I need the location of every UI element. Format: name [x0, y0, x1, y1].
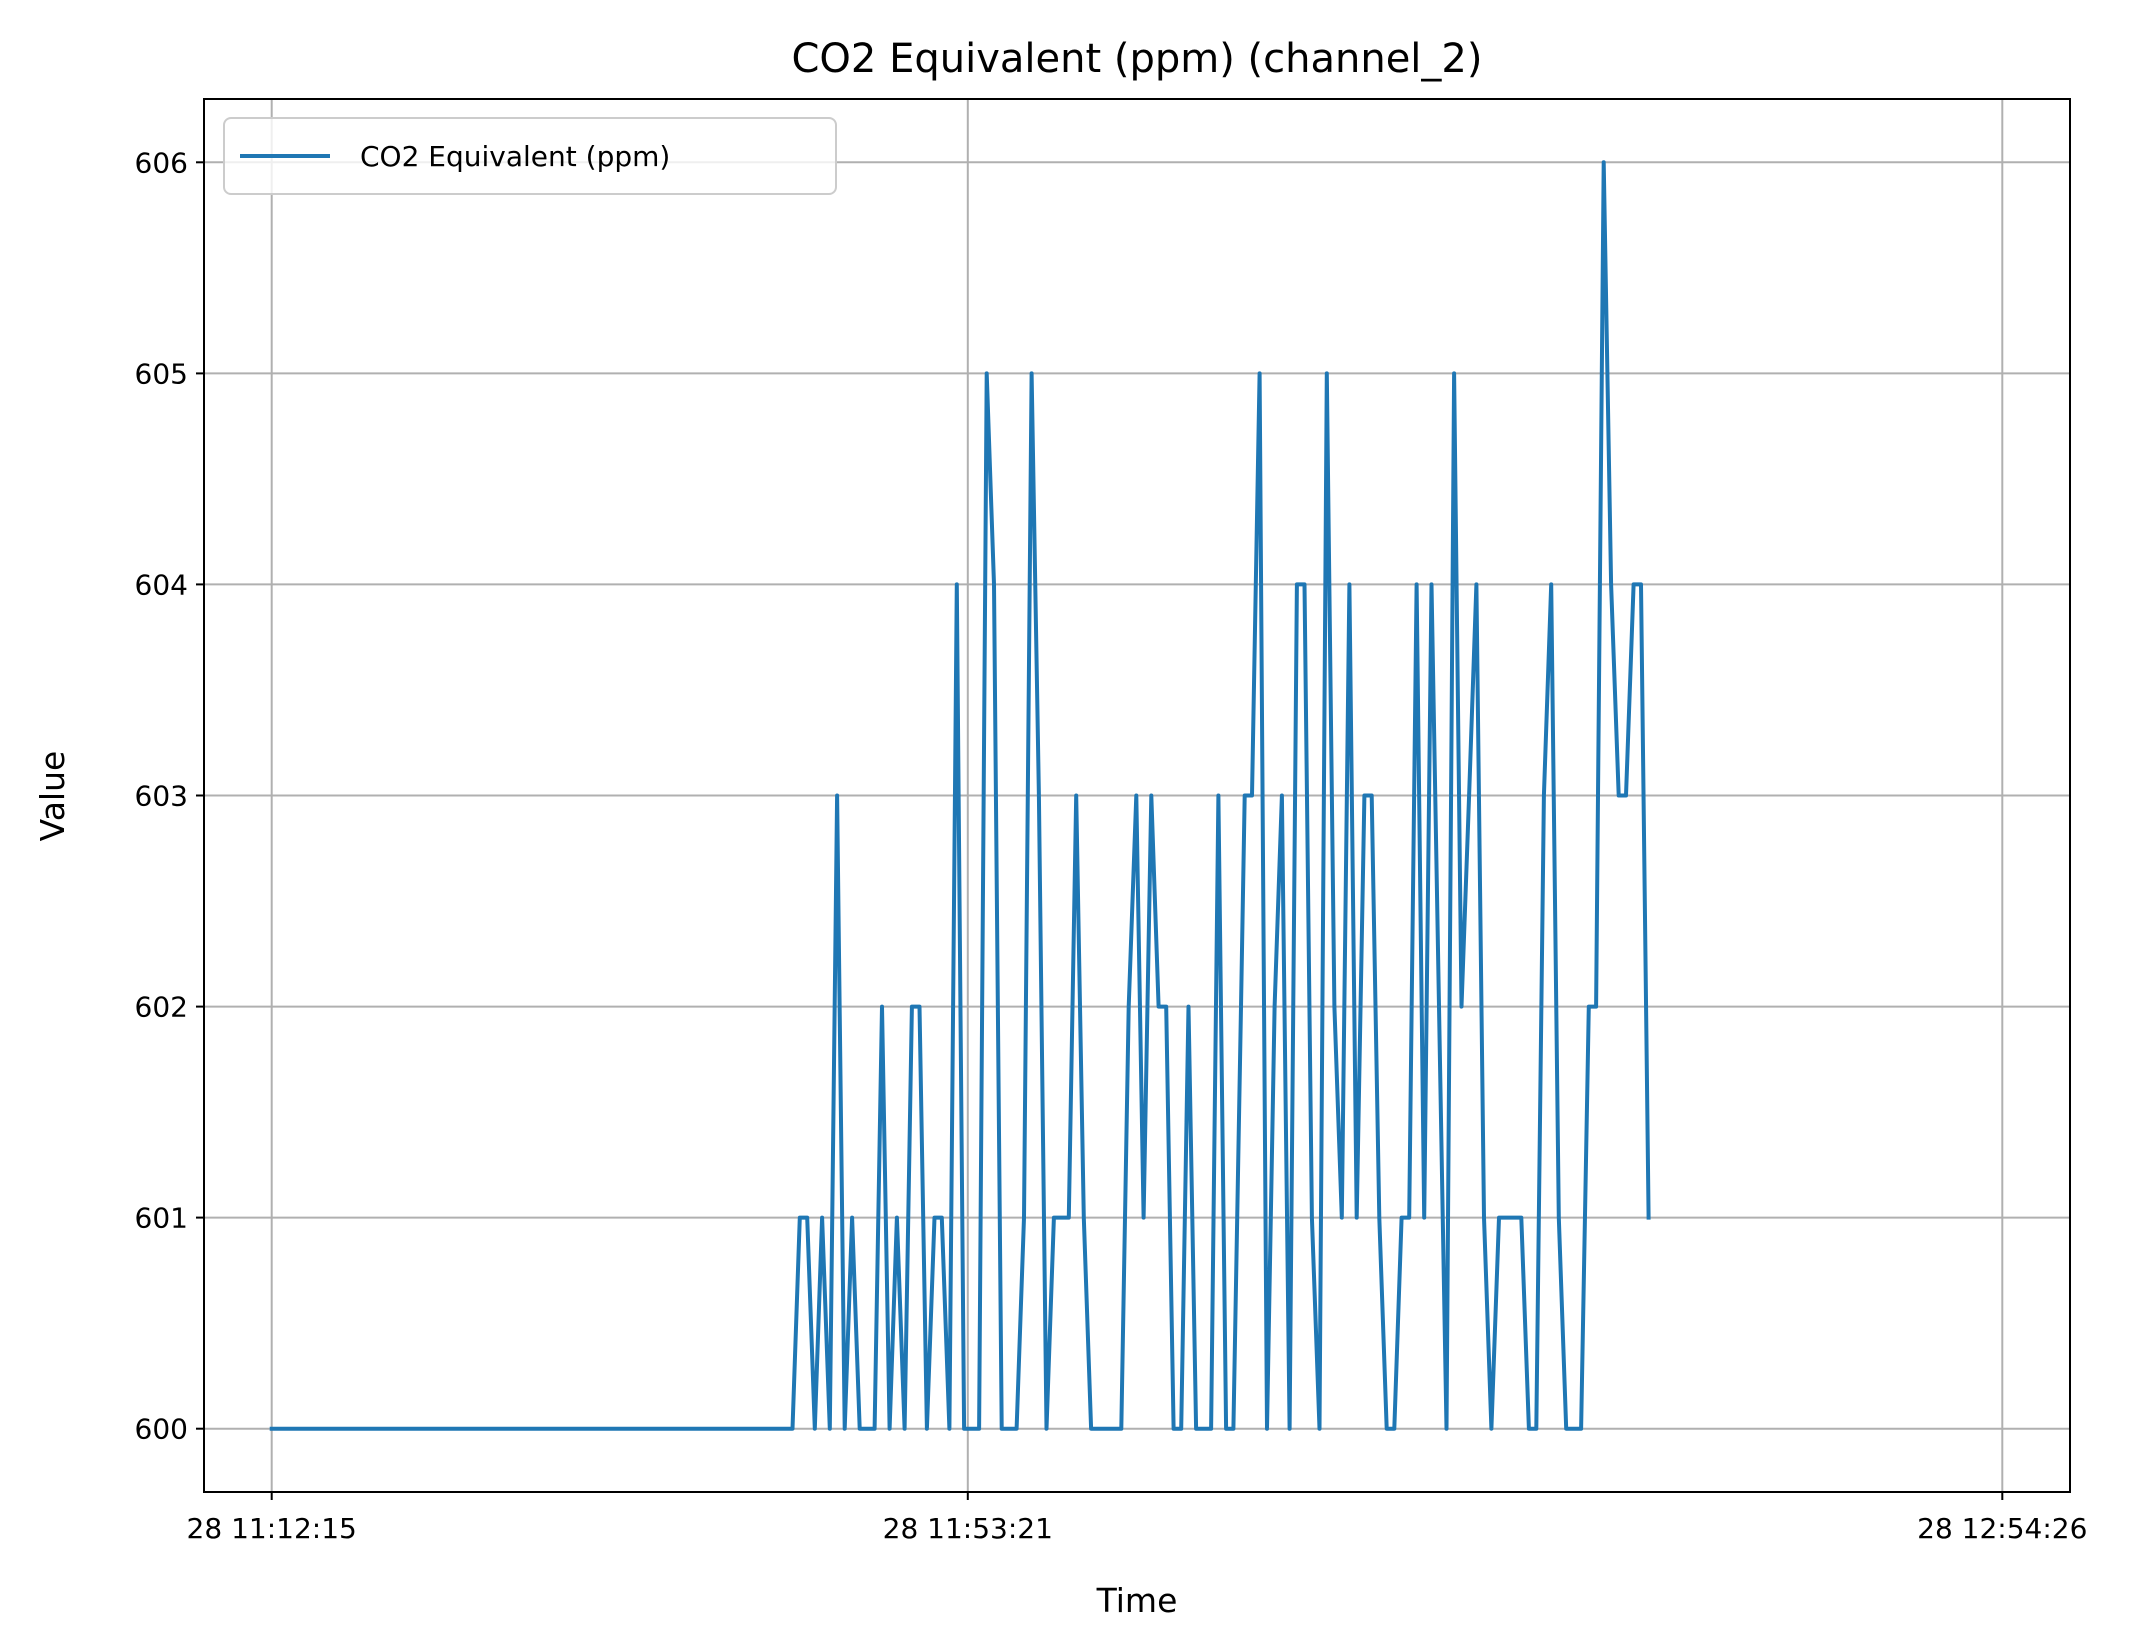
- axis-ticks: 600 601 602 603 604 605 606 28 11:12:15 28 11:53…: [135, 146, 2088, 1545]
- series-line: [269, 160, 1651, 1431]
- legend-box: [223, 117, 837, 195]
- y-tick-label: 600: [135, 1413, 188, 1446]
- y-tick-label: 602: [135, 991, 188, 1024]
- y-tick-label: 601: [135, 1202, 188, 1235]
- chart-title: CO2 Equivalent (ppm) (channel_2): [792, 36, 1483, 82]
- legend: CO2 Equivalent (ppm): [223, 117, 837, 195]
- legend-label: CO2 Equivalent (ppm): [360, 140, 670, 173]
- x-tick-label: 28 12:54:26: [1917, 1512, 2087, 1545]
- y-tick-label: 605: [135, 357, 188, 390]
- y-tick-label: 603: [135, 780, 188, 813]
- x-tick-label: 28 11:12:15: [187, 1512, 357, 1545]
- x-tick-label: 28 11:53:21: [883, 1512, 1053, 1545]
- y-tick-label: 604: [135, 568, 188, 601]
- y-tick-label: 606: [135, 146, 188, 179]
- x-axis-label: Time: [1096, 1581, 1178, 1620]
- y-axis-label: Value: [33, 751, 72, 842]
- series-layer: [269, 160, 1651, 1431]
